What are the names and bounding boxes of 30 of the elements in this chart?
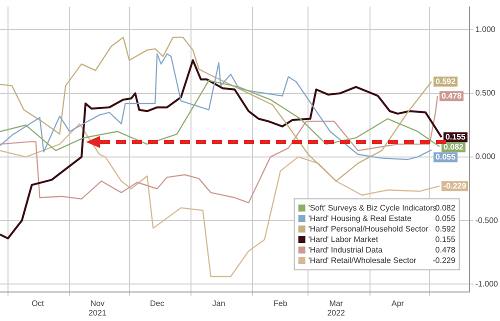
text: -0.229: [432, 256, 456, 265]
y-tick-label: -0.500: [475, 216, 499, 225]
legend-label: 'Hard' Retail/Wholesale Sector: [308, 256, 417, 265]
y-tick-label: 0.500: [475, 88, 496, 98]
legend-label: 'Hard' Housing & Real Estate: [308, 214, 412, 223]
y-tick-label: 1.000: [475, 24, 496, 34]
legend-label: 'Hard' Industrial Data: [308, 245, 384, 254]
text: 0.478: [435, 245, 456, 254]
text: 0.082: [435, 203, 456, 212]
x-tick-label: Oct: [32, 298, 45, 308]
y-tick-label: -1.000: [475, 279, 499, 288]
text: 0.592: [435, 224, 456, 234]
y-tick-label: 0.000: [475, 152, 496, 162]
data-label: 0.155: [445, 132, 466, 142]
x-tick-label: Feb: [274, 298, 288, 308]
text: 0.055: [435, 214, 456, 223]
legend-label: 'Soft' Surveys & Biz Cycle Indicators: [308, 203, 437, 212]
data-label: 0.592: [436, 76, 456, 86]
data-label: 0.478: [442, 91, 462, 100]
x-tick-label: Apr: [392, 298, 404, 308]
x-tick-label: Jan: [212, 298, 226, 308]
legend-label: 'Hard' Personal/Household Sector: [308, 224, 429, 234]
x-tick-label: Dec: [150, 298, 164, 308]
data-label: -0.229: [443, 181, 467, 190]
legend-label: 'Hard' Labor Market: [308, 234, 379, 244]
text: 0.155: [435, 234, 456, 244]
data-label: 0.082: [443, 142, 464, 152]
data-label: 0.055: [436, 152, 456, 162]
x-tick-label: Mar 2022: [327, 298, 346, 318]
x-tick-label: Nov 2021: [88, 298, 107, 318]
